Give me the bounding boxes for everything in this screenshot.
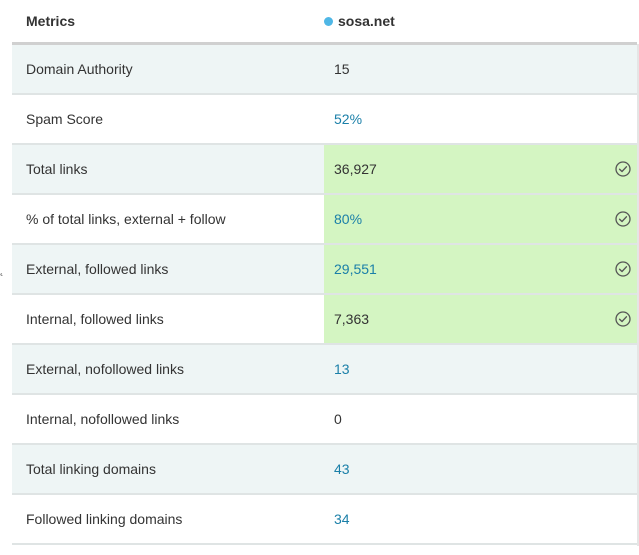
table-row: Total links 36,927 <box>12 145 637 195</box>
metric-value-cell: 43 <box>324 445 637 493</box>
table-row: Spam Score 52% <box>12 95 637 145</box>
table-row: Internal, nofollowed links 0 <box>12 395 637 445</box>
header-metrics-label: Metrics <box>26 13 76 29</box>
metric-label: Total links <box>26 161 88 177</box>
metric-value: 36,927 <box>334 161 377 177</box>
header-site: sosa.net <box>312 13 395 29</box>
metric-value-link[interactable]: 29,551 <box>334 261 377 277</box>
scrollbar-track[interactable] <box>637 44 639 546</box>
metric-value-cell: 52% <box>324 95 637 143</box>
table-row: Followed linking domains 34 <box>12 495 637 545</box>
table-row: Total linking domains 43 <box>12 445 637 495</box>
site-color-dot-icon <box>324 16 333 26</box>
metric-value-cell: 7,363 <box>324 295 637 343</box>
metric-value-link[interactable]: 34 <box>334 511 350 527</box>
left-edge-tick: ˛ <box>0 262 4 276</box>
metric-value-cell: 13 <box>324 345 637 393</box>
metrics-table: Metrics sosa.net Domain Authority 15 Spam … <box>12 0 637 545</box>
check-circle-icon <box>615 311 631 327</box>
check-circle-icon <box>615 211 631 227</box>
metric-label: Spam Score <box>26 111 104 127</box>
table-row: External, followed links 29,551 <box>12 245 637 295</box>
table-row: Domain Authority 15 <box>12 45 637 95</box>
table-body: Domain Authority 15 Spam Score 52% Total lin… <box>12 45 637 545</box>
metric-value-link[interactable]: 52% <box>334 111 363 127</box>
metric-label: Internal, nofollowed links <box>26 411 180 427</box>
metric-label: External, nofollowed links <box>26 361 184 377</box>
metric-value: 7,363 <box>334 311 370 327</box>
metric-label: Followed linking domains <box>26 511 183 527</box>
metric-label: Internal, followed links <box>26 311 164 327</box>
metric-value-cell: 80% <box>324 195 637 243</box>
metric-value-link[interactable]: 80% <box>334 211 363 227</box>
metric-label: % of total links, external + follow <box>26 211 226 227</box>
check-circle-icon <box>615 261 631 277</box>
table-row: External, nofollowed links 13 <box>12 345 637 395</box>
metric-value-cell: 34 <box>324 495 637 543</box>
metric-value-cell: 0 <box>324 395 637 443</box>
metric-value: 15 <box>334 61 350 77</box>
table-row: Internal, followed links 7,363 <box>12 295 637 345</box>
metric-value-cell: 29,551 <box>324 245 637 293</box>
metric-label: Domain Authority <box>26 61 133 77</box>
metric-value-link[interactable]: 13 <box>334 361 350 377</box>
metric-value-cell: 36,927 <box>324 145 637 193</box>
header-site-label: sosa.net <box>338 13 395 29</box>
metric-label: External, followed links <box>26 261 169 277</box>
table-header: Metrics sosa.net <box>12 0 637 45</box>
metric-value: 0 <box>334 411 342 427</box>
metric-label: Total linking domains <box>26 461 156 477</box>
table-row: % of total links, external + follow 80% <box>12 195 637 245</box>
check-circle-icon <box>615 161 631 177</box>
metric-value-cell: 15 <box>324 45 637 93</box>
metric-value-link[interactable]: 43 <box>334 461 350 477</box>
